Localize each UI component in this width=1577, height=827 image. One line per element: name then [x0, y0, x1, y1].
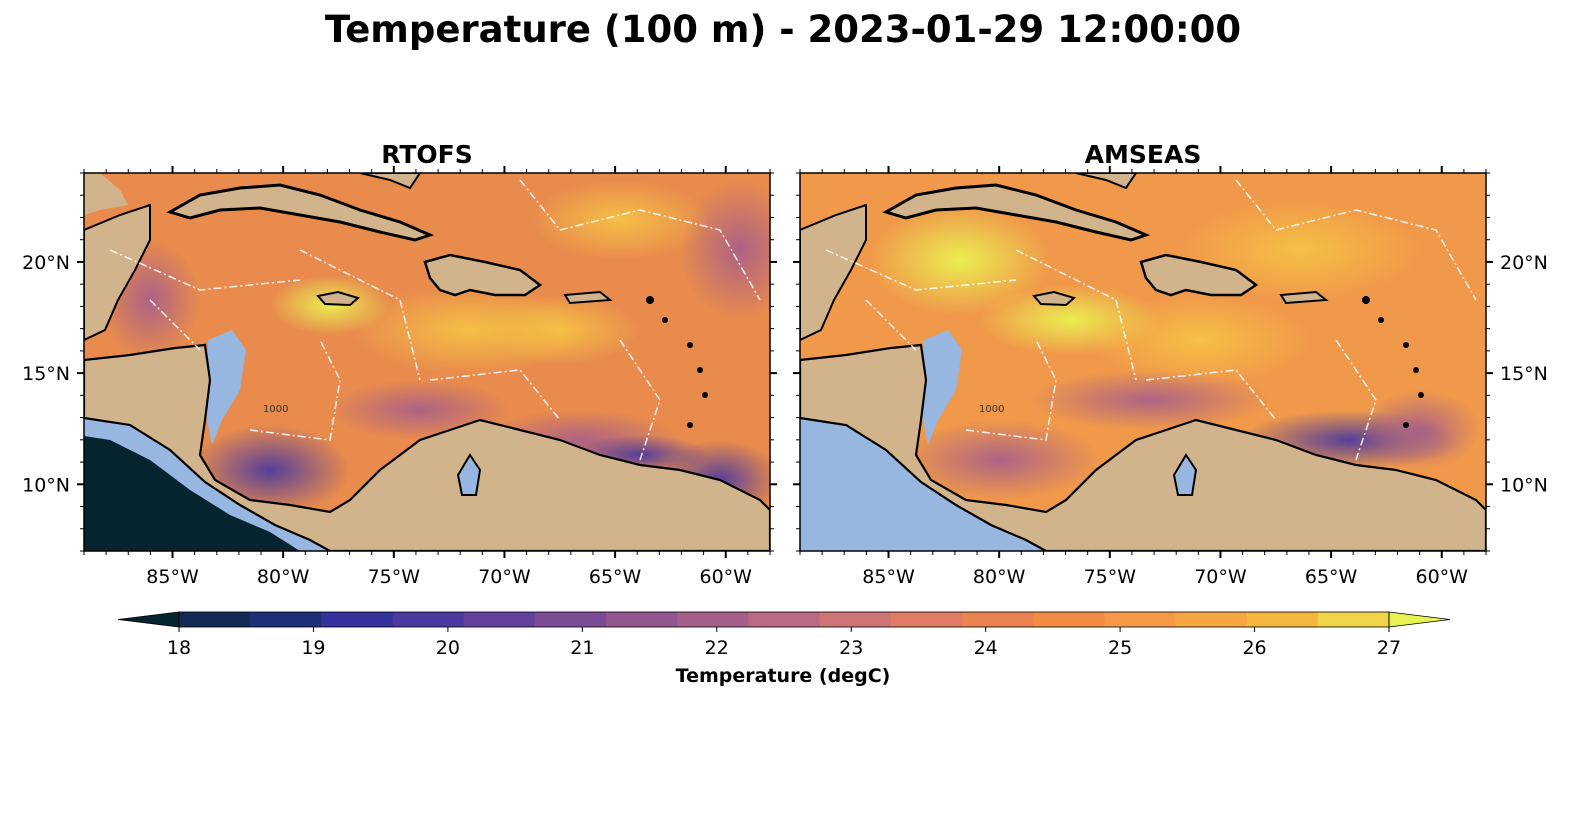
colorbar-bin — [961, 612, 1034, 627]
lon-tick-label: 65°W — [1305, 566, 1358, 588]
lon-tick-label: 70°W — [1194, 566, 1247, 588]
colorbar-tick-label: 23 — [839, 637, 863, 659]
eez-boundaries — [825, 179, 1477, 461]
colorbar-frame — [178, 611, 1390, 628]
colorbar-bin — [819, 612, 892, 627]
colorbar-bin — [1317, 612, 1390, 627]
bathy-label-2: 1000 — [979, 404, 1004, 415]
lat-tick-label: 15°N — [1500, 363, 1548, 385]
colorbar-bin — [748, 612, 821, 627]
colorbar-bin — [463, 612, 536, 627]
lon-tick-label: 85°W — [146, 566, 199, 588]
lon-tick-label: 65°W — [589, 566, 642, 588]
lat-tick-label: 20°N — [1500, 252, 1548, 274]
colorbar-bin — [250, 612, 322, 627]
lon-tick-label: 70°W — [478, 566, 531, 588]
lon-tick-label: 80°W — [257, 566, 310, 588]
lon-tick-label: 85°W — [862, 566, 915, 588]
colorbar-bin — [321, 612, 394, 627]
colorbar-extend-min — [117, 611, 180, 628]
colorbar-tick-label: 27 — [1377, 637, 1401, 659]
colorbar-label: Temperature (degC) — [676, 665, 891, 687]
colorbar-tick-label: 20 — [436, 637, 460, 659]
colorbar-tick-label: 26 — [1242, 637, 1266, 659]
panel-title-amseas: AMSEAS — [1085, 140, 1202, 169]
panel-rtofs: RTOFS — [22, 140, 777, 588]
map-rtofs: 1000 — [84, 173, 770, 551]
colorbar: 18 19 20 21 22 23 24 25 26 27 Temperature (degC) — [117, 611, 1451, 687]
eez-boundaries — [109, 179, 761, 461]
island-hispaniola — [423, 253, 543, 297]
colorbar-extend-max — [1388, 611, 1451, 628]
colorbar-bin — [677, 612, 749, 627]
island-cuba — [882, 183, 1151, 242]
lat-tick-label: 10°N — [1500, 474, 1548, 496]
lon-tick-label: 80°W — [973, 566, 1026, 588]
axes-frame-rtofs — [83, 172, 771, 552]
panel-amseas: AMSEAS — [793, 140, 1548, 588]
mainland-land — [800, 343, 1486, 551]
mainland-land — [84, 343, 770, 551]
colorbar-bin — [1175, 612, 1248, 627]
colorbar-tick-label: 18 — [167, 637, 191, 659]
panel-title-rtofs: RTOFS — [381, 140, 473, 169]
colorbar-bins — [117, 611, 1451, 628]
lon-tick-label: 60°W — [700, 566, 753, 588]
lon-tick-label: 75°W — [1084, 566, 1137, 588]
colorbar-bin — [392, 612, 465, 627]
colorbar-bin — [1033, 612, 1105, 627]
map-amseas: 1000 — [800, 173, 1486, 551]
colorbar-bin — [534, 612, 607, 627]
lon-tick-label: 60°W — [1416, 566, 1469, 588]
colorbar-bin — [1246, 612, 1319, 627]
bathy-label-1: 1000 — [263, 404, 288, 415]
colorbar-tick-label: 25 — [1108, 637, 1132, 659]
colorbar-bin — [1104, 612, 1176, 627]
lat-tick-label: 15°N — [22, 363, 70, 385]
figure-title: Temperature (100 m) - 2023-01-29 12:00:0… — [325, 8, 1241, 51]
colorbar-ticks: 18 19 20 21 22 23 24 25 26 27 — [167, 627, 1401, 659]
colorbar-tick-label: 22 — [705, 637, 729, 659]
axis-ticks-rtofs: 85°W 80°W 75°W 70°W 65°W 60°W 20°N 15°N 10°N — [22, 166, 777, 588]
lon-tick-label: 75°W — [368, 566, 421, 588]
colorbar-bin — [179, 612, 251, 627]
colorbar-tick-label: 24 — [974, 637, 998, 659]
colorbar-bin — [890, 612, 963, 627]
colorbar-tick-label: 21 — [570, 637, 594, 659]
colorbar-tick-label: 19 — [301, 637, 325, 659]
island-hispaniola — [1139, 253, 1259, 297]
axes-frame-amseas — [799, 172, 1487, 552]
island-cuba — [166, 183, 435, 242]
axis-ticks-amseas: 85°W 80°W 75°W 70°W 65°W 60°W 20°N 15°N 10°N — [793, 166, 1548, 588]
colorbar-bin — [606, 612, 678, 627]
lat-tick-label: 10°N — [22, 474, 70, 496]
lat-tick-label: 20°N — [22, 252, 70, 274]
